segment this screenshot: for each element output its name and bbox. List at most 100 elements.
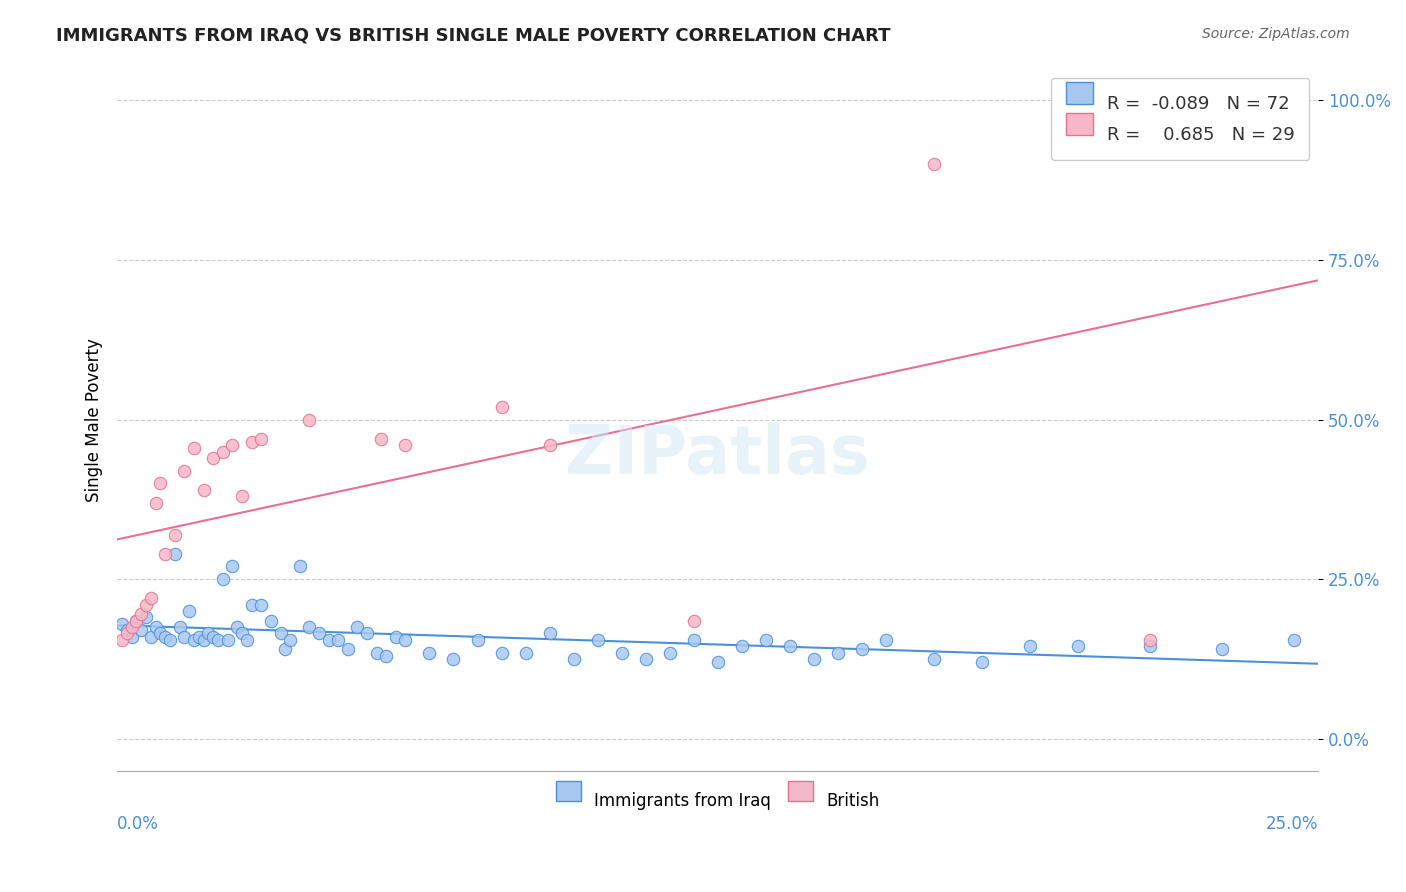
Point: [1211, 642, 1233, 657]
Point: [922, 157, 945, 171]
Point: [755, 632, 778, 647]
Point: [111, 632, 134, 647]
Point: [250, 598, 273, 612]
Point: [1067, 639, 1090, 653]
Point: [240, 434, 263, 449]
Point: [212, 444, 235, 458]
Point: [145, 495, 167, 509]
Text: Source: ZipAtlas.com: Source: ZipAtlas.com: [1202, 27, 1350, 41]
Point: [149, 626, 172, 640]
Point: [970, 655, 993, 669]
Point: [394, 438, 416, 452]
Point: [121, 630, 143, 644]
Point: [159, 632, 181, 647]
Point: [250, 432, 273, 446]
Point: [236, 632, 259, 647]
Point: [610, 646, 633, 660]
Point: [125, 614, 148, 628]
Point: [298, 412, 321, 426]
Point: [163, 547, 186, 561]
Point: [803, 652, 825, 666]
Point: [197, 626, 219, 640]
Point: [193, 632, 215, 647]
Point: [586, 632, 609, 647]
Point: [682, 632, 704, 647]
Point: [221, 559, 243, 574]
Point: [298, 620, 321, 634]
Point: [418, 646, 440, 660]
Point: [356, 626, 378, 640]
Point: [491, 400, 513, 414]
Text: ZIPatlas: ZIPatlas: [565, 422, 870, 488]
Point: [394, 632, 416, 647]
Text: IMMIGRANTS FROM IRAQ VS BRITISH SINGLE MALE POVERTY CORRELATION CHART: IMMIGRANTS FROM IRAQ VS BRITISH SINGLE M…: [56, 27, 891, 45]
Point: [1284, 632, 1306, 647]
Point: [1139, 632, 1161, 647]
Point: [328, 632, 350, 647]
Point: [139, 630, 162, 644]
Point: [1139, 639, 1161, 653]
Y-axis label: Single Male Poverty: Single Male Poverty: [86, 338, 103, 501]
Point: [308, 626, 330, 640]
Point: [922, 652, 945, 666]
Point: [1019, 639, 1042, 653]
Point: [706, 655, 728, 669]
Point: [538, 438, 561, 452]
Point: [129, 607, 152, 622]
Text: 25.0%: 25.0%: [1265, 815, 1319, 833]
Point: [240, 598, 263, 612]
Point: [562, 652, 585, 666]
Point: [658, 646, 681, 660]
Point: [135, 598, 157, 612]
Point: [135, 610, 157, 624]
Point: [129, 624, 152, 638]
Point: [221, 438, 243, 452]
Point: [336, 642, 359, 657]
Point: [346, 620, 368, 634]
Point: [875, 632, 897, 647]
Point: [121, 620, 143, 634]
Point: [207, 632, 229, 647]
Point: [173, 630, 195, 644]
Point: [538, 626, 561, 640]
Point: [467, 632, 489, 647]
Point: [231, 626, 253, 640]
Point: [375, 648, 398, 663]
Point: [260, 614, 283, 628]
Point: [155, 547, 177, 561]
Point: [270, 626, 292, 640]
Point: [318, 632, 340, 647]
Point: [288, 559, 311, 574]
Point: [115, 624, 138, 638]
Point: [827, 646, 849, 660]
Point: [731, 639, 754, 653]
Point: [145, 620, 167, 634]
Point: [682, 614, 704, 628]
Point: [231, 489, 253, 503]
Point: [173, 464, 195, 478]
Point: [169, 620, 191, 634]
Point: [111, 616, 134, 631]
Point: [274, 642, 297, 657]
Point: [212, 572, 235, 586]
Point: [370, 432, 392, 446]
Point: [155, 630, 177, 644]
Point: [125, 614, 148, 628]
Point: [278, 632, 301, 647]
Point: [217, 632, 239, 647]
Point: [149, 476, 172, 491]
Point: [515, 646, 537, 660]
Point: [139, 591, 162, 606]
Point: [1258, 119, 1281, 133]
Point: [443, 652, 465, 666]
Point: [193, 483, 215, 497]
Point: [851, 642, 873, 657]
Point: [187, 630, 209, 644]
Point: [202, 450, 225, 465]
Point: [634, 652, 657, 666]
Legend: Immigrants from Iraq, British: Immigrants from Iraq, British: [548, 781, 887, 819]
Point: [385, 630, 408, 644]
Point: [491, 646, 513, 660]
Point: [779, 639, 801, 653]
Point: [226, 620, 249, 634]
